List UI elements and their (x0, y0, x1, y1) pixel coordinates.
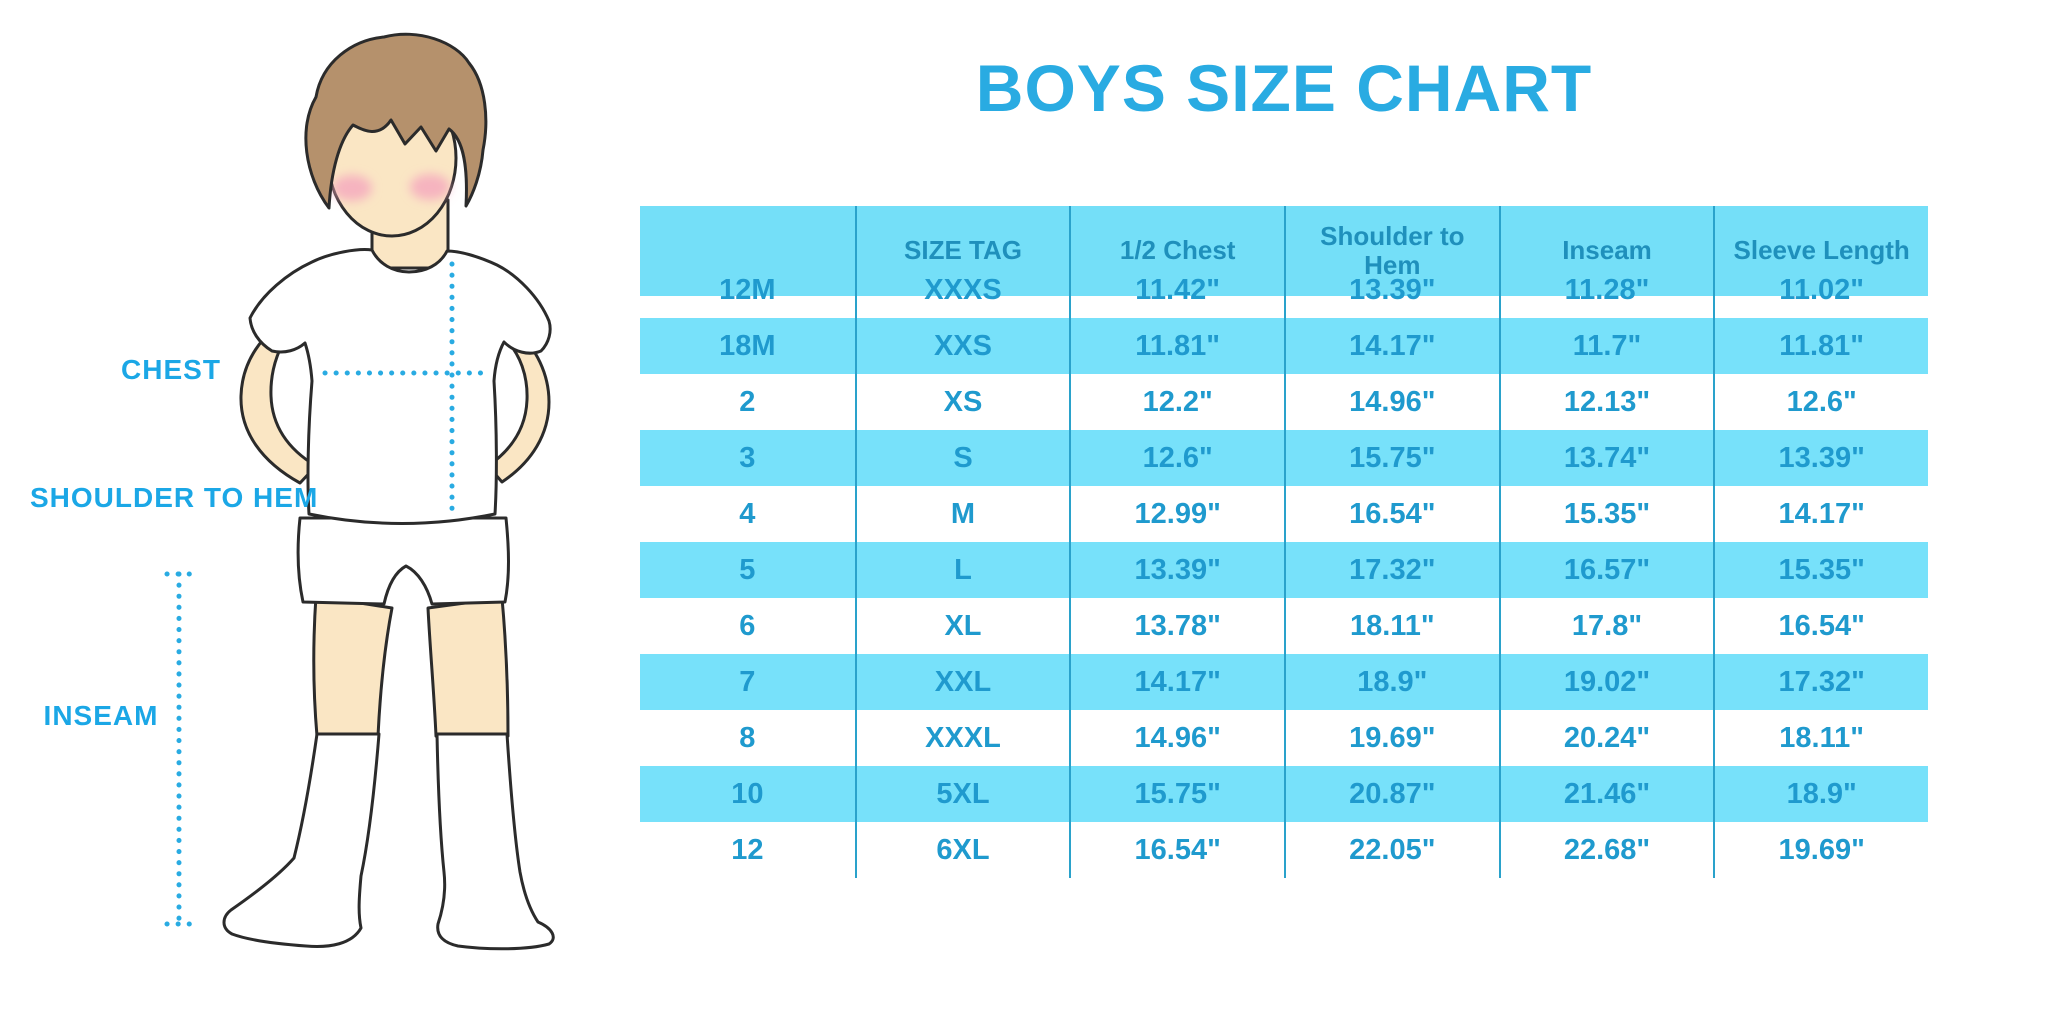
table-cell-r9-c3: 20.87" (1284, 766, 1499, 822)
table-cell-r6-c1: XL (854, 598, 1070, 654)
table-cell-r1-c5: 11.81" (1713, 318, 1928, 374)
table-cell-r10-c3: 22.05" (1284, 822, 1499, 878)
table-cell-r5-c5: 15.35" (1713, 542, 1928, 598)
table-cell-r7-c3: 18.9" (1284, 654, 1499, 710)
right-leg-shape (426, 596, 510, 738)
table-cell-r6-c0: 6 (739, 609, 756, 642)
table-cell-r8-c2: 14.96" (1069, 710, 1284, 766)
table-cell-r2-c1: XS (854, 374, 1070, 430)
size-table: SIZE TAG 1/2 Chest Shoulder to Hem Insea… (640, 206, 1928, 878)
table-cell-r10-c1: 6XL (854, 822, 1070, 878)
page-title: BOYS SIZE CHART (975, 51, 1593, 125)
left-sock-shape (222, 732, 381, 948)
header-cell-blank (640, 206, 855, 296)
header-cell-shoulder-to-hem: Shoulder to Hem (1284, 206, 1499, 296)
table-cell-r4-c3: 16.54" (1284, 486, 1499, 542)
table-cell-r7-c4: 19.02" (1498, 654, 1714, 710)
table-cell-r4-c4: 15.35" (1498, 486, 1714, 542)
table-cell-r8-c5: 18.11" (1713, 710, 1928, 766)
table-cell-r1-c0: 18M (640, 318, 855, 374)
table-cell-r7-c2: 14.17" (1069, 654, 1284, 710)
right-sock-shape (435, 732, 555, 951)
table-cell-r5-c1: L (854, 542, 1070, 598)
table-cell-r7-c5: 17.32" (1713, 654, 1928, 710)
shoulder-to-hem-label: SHOULDER TO HEM (30, 482, 319, 513)
left-leg-shape (312, 594, 394, 738)
table-cell-r10-c5: 19.69" (1713, 822, 1928, 878)
inseam-label: INSEAM (43, 700, 159, 731)
table-cell-r2-c5: 12.6" (1713, 374, 1928, 430)
table-cell-r1-c4: 11.7" (1498, 318, 1714, 374)
table-cell-r5-c3: 17.32" (1284, 542, 1499, 598)
shorts-shape (296, 516, 510, 606)
header-cell-half-chest: 1/2 Chest (1069, 206, 1284, 296)
table-cell-r9-c4: 21.46" (1498, 766, 1714, 822)
table-cell-r2-c3: 14.96" (1284, 374, 1499, 430)
table-cell-r10-c4: 22.68" (1498, 822, 1714, 878)
table-cell-r4-c0: 4 (739, 497, 756, 530)
table-cell-r4-c5: 14.17" (1713, 486, 1928, 542)
table-cell-r0-c5: 11.02" (1713, 262, 1928, 318)
table-cell-r1-c2: 11.81" (1069, 318, 1284, 374)
chest-label: CHEST (121, 354, 221, 385)
table-cell-r2-c4: 12.13" (1498, 374, 1714, 430)
table-cell-r9-c1: 5XL (854, 766, 1070, 822)
table-cell-r8-c4: 20.24" (1498, 710, 1714, 766)
table-cell-r6-c4: 17.8" (1498, 598, 1714, 654)
table-cell-r10-c0: 12 (731, 833, 764, 866)
table-cell-r7-c1: XXL (854, 654, 1070, 710)
table-cell-r8-c0: 8 (739, 721, 756, 754)
table-cell-r4-c2: 12.99" (1069, 486, 1284, 542)
table-cell-r3-c4: 13.74" (1498, 430, 1714, 486)
table-cell-r9-c5: 18.9" (1713, 766, 1928, 822)
table-cell-r8-c1: XXXL (854, 710, 1070, 766)
table-cell-r2-c0: 2 (739, 385, 756, 418)
table-cell-r1-c1: XXS (854, 318, 1070, 374)
table-cell-r5-c2: 13.39" (1069, 542, 1284, 598)
cheek-right (410, 174, 450, 200)
table-cell-r7-c0: 7 (640, 654, 855, 710)
hair-shape (304, 32, 488, 210)
table-cell-r2-c2: 12.2" (1069, 374, 1284, 430)
table-cell-r6-c2: 13.78" (1069, 598, 1284, 654)
table-cell-r10-c2: 16.54" (1069, 822, 1284, 878)
table-cell-r3-c1: S (854, 430, 1070, 486)
table-cell-r3-c0: 3 (640, 430, 855, 486)
table-cell-r3-c5: 13.39" (1713, 430, 1928, 486)
left-arm-shape (239, 316, 318, 485)
table-cell-r8-c3: 19.69" (1284, 710, 1499, 766)
table-cell-r3-c2: 12.6" (1069, 430, 1284, 486)
header-cell-size-tag: SIZE TAG (854, 206, 1070, 296)
table-cell-r1-c3: 14.17" (1284, 318, 1499, 374)
tshirt-shape (248, 248, 552, 525)
header-cell-sleeve-length: Sleeve Length (1713, 206, 1928, 296)
cheek-left (332, 175, 372, 201)
table-cell-r5-c4: 16.57" (1498, 542, 1714, 598)
table-cell-r0-c3: 13.39" (1284, 262, 1499, 318)
table-cell-r6-c5: 16.54" (1713, 598, 1928, 654)
table-cell-r6-c3: 18.11" (1284, 598, 1499, 654)
table-cell-r0-c1: XXXS (854, 262, 1070, 318)
table-cell-r3-c3: 15.75" (1284, 430, 1499, 486)
table-cell-r0-c0: 12M (719, 273, 776, 306)
table-cell-r9-c0: 10 (640, 766, 855, 822)
boy-illustration (164, 32, 555, 951)
table-cell-r5-c0: 5 (640, 542, 855, 598)
table-cell-r9-c2: 15.75" (1069, 766, 1284, 822)
table-cell-r0-c2: 11.42" (1069, 262, 1284, 318)
header-cell-inseam: Inseam (1498, 206, 1714, 296)
table-cell-r4-c1: M (854, 486, 1070, 542)
table-cell-r0-c4: 11.28" (1498, 262, 1714, 318)
right-arm-shape (486, 328, 551, 484)
